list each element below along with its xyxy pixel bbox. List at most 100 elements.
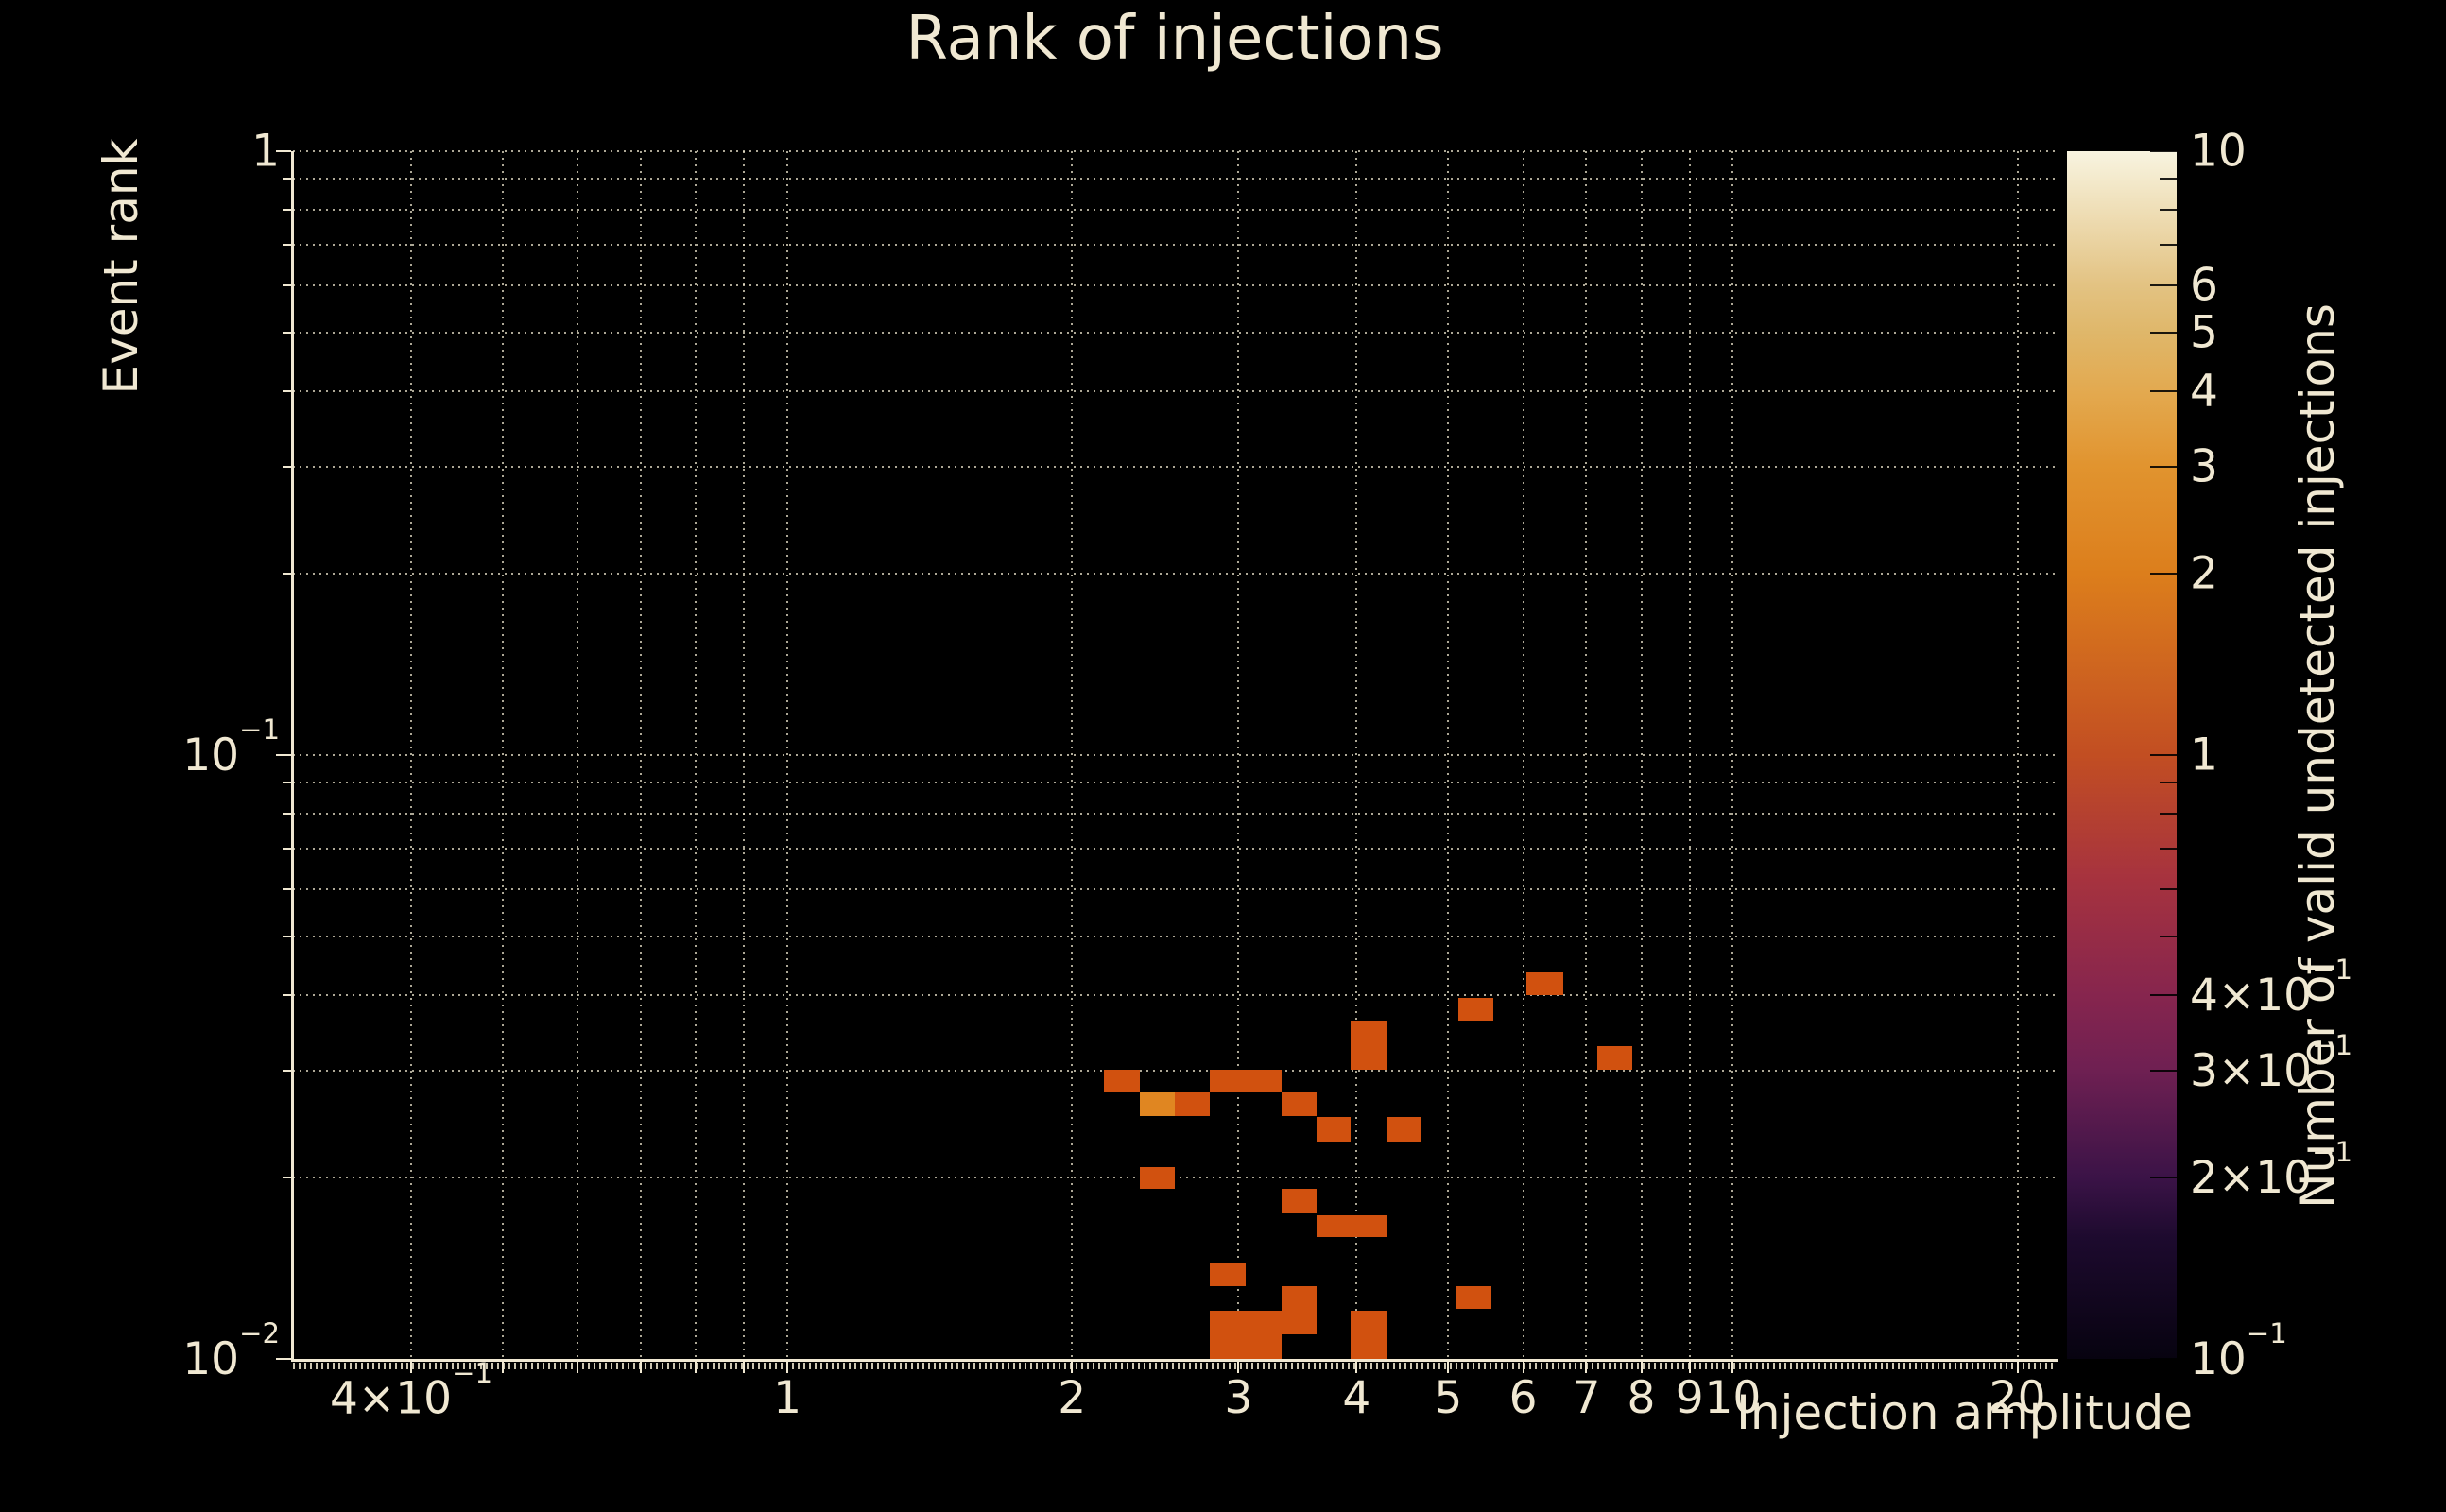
x-tick-mark-20 — [2016, 1362, 2019, 1373]
x-axis-label: Injection amplitude — [1736, 1385, 2193, 1440]
heatmap-cell-9 — [1317, 1116, 1351, 1143]
colorbar-minor-tick-9 — [2160, 178, 2177, 180]
x-tick-label-3: 3 — [1224, 1372, 1253, 1424]
colorbar-minor-tick-7 — [2160, 243, 2177, 246]
gridline-y-1 — [293, 150, 2057, 152]
x-tick-label-4: 4 — [1342, 1372, 1371, 1424]
x-tick-label-2: 2 — [1058, 1372, 1087, 1424]
x-tick-mark-2 — [1071, 1362, 1074, 1373]
x-tick-mark-8 — [1640, 1362, 1643, 1373]
heatmap-cell-16 — [1210, 1311, 1282, 1359]
colorbar-label: Number of valid undetected injections — [2290, 303, 2345, 1209]
colorbar-minor-tick-8 — [2160, 208, 2177, 211]
x-tick-mark-5 — [1447, 1362, 1450, 1373]
heatmap-cell-5 — [1210, 1070, 1282, 1093]
x-tick-label-1: 1 — [773, 1372, 802, 1424]
heatmap-cell-1 — [1457, 998, 1493, 1022]
y-tick-mark-0.06 — [283, 887, 291, 890]
colorbar-minor-tick-0.8 — [2160, 812, 2177, 815]
x-tick-mark-0.7 — [640, 1362, 643, 1373]
y-tick-mark-0.09 — [283, 782, 291, 784]
heatmap-cell-18 — [1456, 1285, 1492, 1310]
x-tick-mark-0.8 — [695, 1362, 698, 1373]
y-tick-mark-0.07 — [283, 847, 291, 850]
colorbar-tick-label-0.2: 2×10−1 — [2190, 1135, 2353, 1204]
colorbar-minor-tick-0.5 — [2160, 936, 2177, 938]
chart-title: Rank of injections — [905, 4, 1444, 74]
heatmap-cell-6 — [1140, 1092, 1176, 1117]
colorbar-minor-tick-0.6 — [2160, 887, 2177, 890]
heatmap-cell-10 — [1386, 1116, 1421, 1143]
y-tick-mark-0.02 — [283, 1176, 291, 1178]
colorbar-tick-label-0.1: 10−1 — [2190, 1317, 2287, 1385]
gridline-y-0.07 — [293, 847, 2057, 850]
gridline-y-0.2 — [293, 572, 2057, 575]
heatmap-cell-3 — [1597, 1045, 1633, 1071]
y-tick-mark-0.5 — [283, 332, 291, 335]
y-tick-label-0.1: 10−1 — [182, 713, 280, 782]
plot-area — [293, 150, 2057, 1359]
x-tick-mark-6 — [1522, 1362, 1524, 1373]
colorbar-tick-mark-3 — [2150, 466, 2177, 469]
gridline-y-0.3 — [293, 466, 2057, 469]
x-tick-label-20: 20 — [1989, 1372, 2046, 1424]
heatmap-cell-17 — [1350, 1311, 1387, 1359]
x-axis-spine — [291, 1359, 2058, 1362]
y-tick-mark-1 — [276, 150, 291, 152]
colorbar-tick-label-0.4: 4×10−1 — [2190, 954, 2353, 1022]
x-tick-mark-0.6 — [577, 1362, 579, 1373]
heatmap-cell-12 — [1281, 1189, 1318, 1214]
heatmap-cell-14 — [1210, 1263, 1246, 1286]
colorbar-tick-label-5: 5 — [2190, 306, 2218, 359]
x-tick-label-8: 8 — [1627, 1372, 1656, 1424]
y-axis-label: Event rank — [94, 138, 148, 395]
heatmap-cell-2 — [1526, 971, 1563, 996]
colorbar-tick-mark-10 — [2150, 150, 2177, 152]
colorbar-tick-mark-6 — [2150, 284, 2177, 286]
gridline-y-0.04 — [293, 994, 2057, 997]
x-tick-mark-10 — [1731, 1362, 1734, 1373]
gridline-y-0.05 — [293, 936, 2057, 938]
x-tick-mark-4 — [1355, 1362, 1358, 1373]
gridline-y-0.9 — [293, 178, 2057, 180]
colorbar-tick-mark-1 — [2150, 754, 2177, 756]
colorbar-tick-label-6: 6 — [2190, 259, 2218, 312]
x-tick-mark-0.4 — [409, 1362, 412, 1373]
colorbar-tick-label-3: 3 — [2190, 440, 2218, 493]
heatmap-cell-0 — [1350, 1021, 1387, 1071]
gridline-y-0.6 — [293, 284, 2057, 286]
y-tick-mark-0.8 — [283, 208, 291, 211]
x-tick-label-9: 9 — [1675, 1372, 1704, 1424]
colorbar-tick-label-0.3: 3×10−1 — [2190, 1029, 2353, 1097]
heatmap-cell-8 — [1281, 1092, 1318, 1117]
heatmap-cell-15 — [1281, 1285, 1318, 1334]
gridline-y-0.08 — [293, 812, 2057, 815]
gridline-y-0.5 — [293, 332, 2057, 335]
x-tick-mark-1 — [786, 1362, 789, 1373]
colorbar-tick-mark-0.2 — [2150, 1176, 2177, 1178]
y-tick-label-0.01: 10−2 — [182, 1317, 280, 1385]
colorbar-tick-mark-4 — [2150, 390, 2177, 393]
colorbar-tick-mark-0.1 — [2150, 1358, 2177, 1360]
y-tick-mark-0.3 — [283, 466, 291, 469]
colorbar-minor-tick-0.7 — [2160, 847, 2177, 850]
x-tick-mark-7 — [1585, 1362, 1588, 1373]
y-tick-label-1: 1 — [251, 125, 280, 178]
colorbar-tick-label-10: 10 — [2190, 125, 2247, 178]
y-tick-mark-0.7 — [283, 243, 291, 246]
x-tick-mark-0.9 — [743, 1362, 746, 1373]
y-axis-spine — [291, 151, 294, 1361]
y-tick-mark-0.4 — [283, 390, 291, 393]
heatmap-cell-4 — [1103, 1070, 1141, 1093]
gridline-y-0.1 — [293, 754, 2057, 756]
gridline-y-0.06 — [293, 887, 2057, 890]
y-tick-mark-0.05 — [283, 936, 291, 938]
x-tick-label-5: 5 — [1434, 1372, 1463, 1424]
y-tick-mark-0.1 — [276, 754, 291, 756]
y-tick-mark-0.9 — [283, 178, 291, 180]
x-axis-minor-ticks-strip — [293, 1363, 2057, 1369]
y-tick-mark-0.6 — [283, 284, 291, 286]
colorbar-tick-label-4: 4 — [2190, 365, 2218, 418]
